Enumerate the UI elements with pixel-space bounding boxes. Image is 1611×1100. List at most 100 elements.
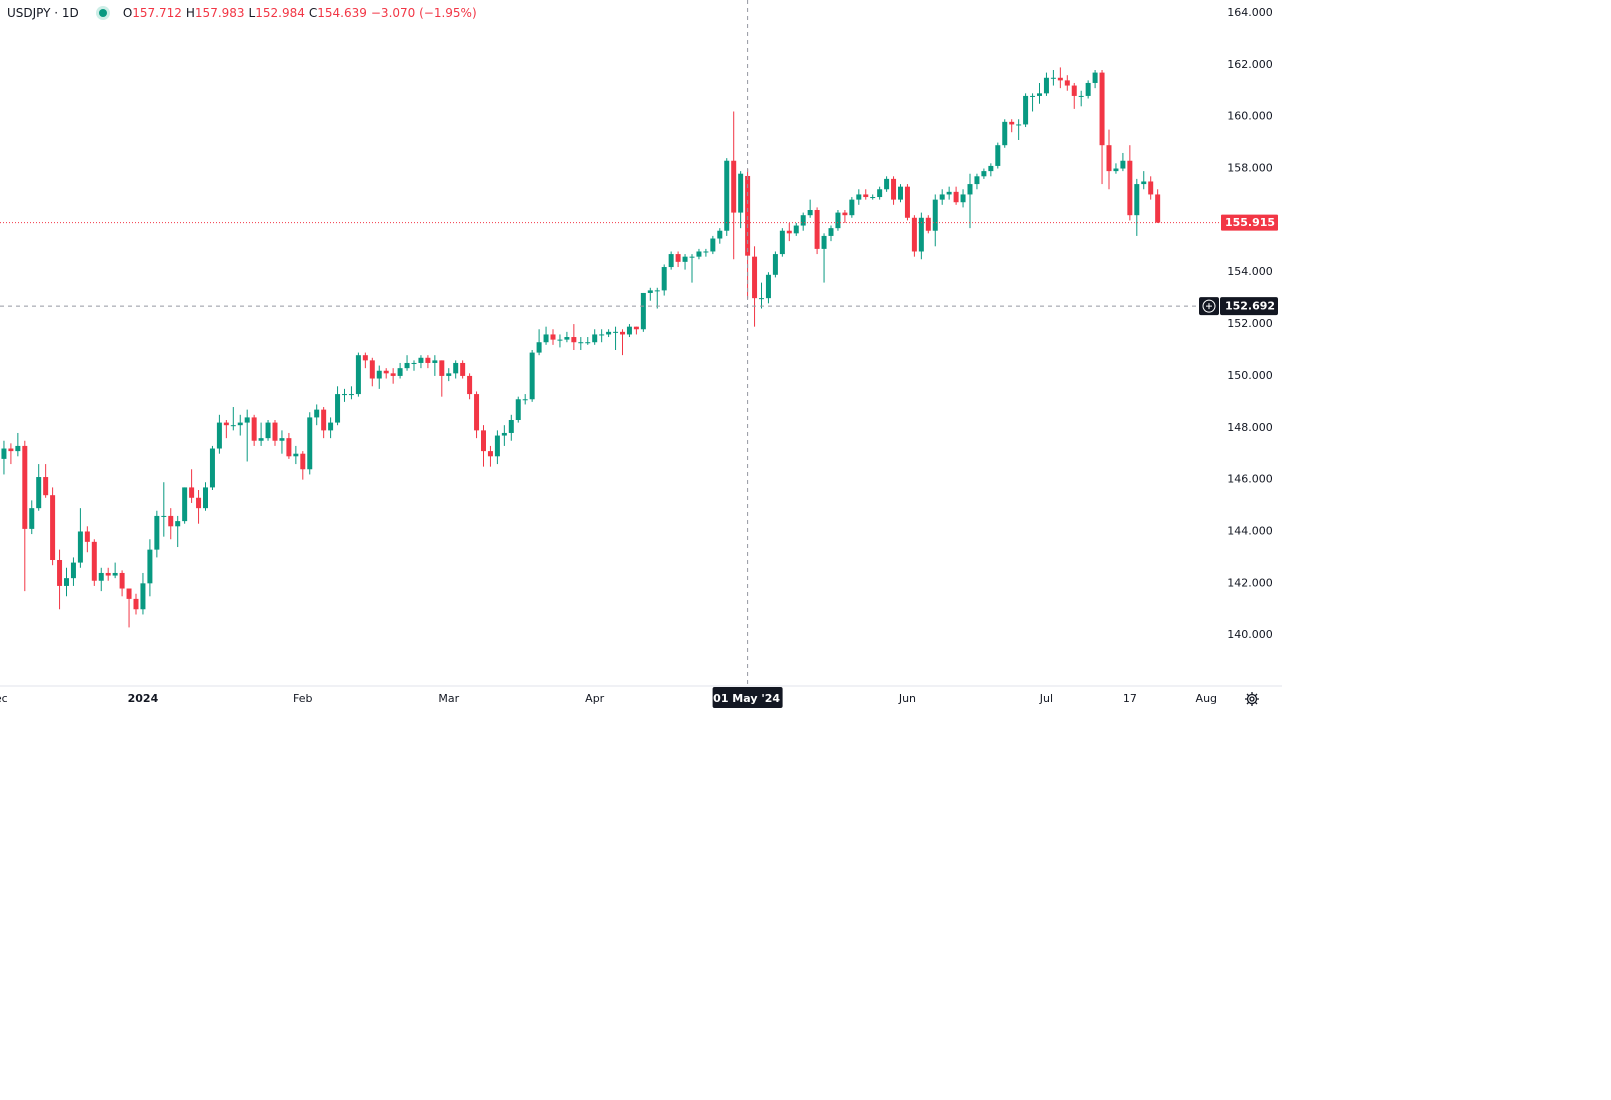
candle-body (585, 342, 591, 344)
candle-body (481, 430, 486, 452)
y-tick-label: 162.000 (1227, 58, 1273, 71)
candle-body (1023, 95, 1029, 125)
candle-body (613, 331, 619, 333)
candle-body (640, 292, 646, 330)
candle-body (599, 334, 605, 336)
candle-body (15, 445, 21, 452)
candle-body (724, 160, 730, 231)
legend: USDJPY · 1D O157.712 H157.983 L152.984 C154.… (7, 6, 481, 20)
candle-body (786, 230, 792, 234)
change: −3.070 (−1.95%) (370, 6, 477, 20)
candle-body (1120, 160, 1126, 169)
candle-body (689, 256, 695, 258)
candle-body (508, 420, 514, 433)
ohlc-key: O (122, 6, 133, 20)
candle-body (244, 417, 250, 423)
candle-body (57, 560, 63, 586)
candle-body (168, 515, 174, 527)
candle-body (1092, 72, 1098, 83)
x-tick-label: Jun (898, 692, 916, 705)
candle-body (863, 194, 869, 198)
candle-body (981, 171, 987, 177)
candle-body (369, 360, 375, 379)
symbol-title[interactable]: USDJPY · 1D (7, 6, 79, 20)
candle-body (703, 251, 709, 253)
candle-body (1064, 80, 1070, 86)
candle-body (251, 417, 257, 441)
candle-body (286, 438, 292, 457)
settings-icon[interactable] (1245, 692, 1259, 706)
candle-body (793, 225, 799, 234)
y-tick-label: 160.000 (1227, 110, 1273, 123)
candle-body (759, 298, 764, 300)
candle-body (911, 217, 917, 252)
candle-body (633, 326, 639, 330)
candle-body (522, 399, 528, 401)
candle-body (620, 331, 625, 335)
candle-body (209, 448, 215, 488)
candle-body (731, 160, 737, 213)
candle-body (119, 572, 125, 589)
y-tick-label: 146.000 (1227, 473, 1273, 486)
add-alert-button[interactable] (1199, 297, 1219, 316)
candle-body (342, 394, 347, 396)
candle-body (307, 417, 313, 470)
candle-body (418, 357, 424, 363)
candle-body (8, 448, 14, 452)
candle-body (1155, 194, 1161, 223)
candle-body (592, 334, 598, 343)
candle-body (904, 186, 910, 218)
candle-body (1002, 121, 1008, 146)
ohlc-value: 157.983 (194, 6, 245, 20)
candle-body (404, 362, 410, 369)
candle-body (1141, 181, 1147, 185)
candle-body (536, 342, 542, 353)
candle-body (321, 409, 327, 431)
x-tick-label: 2024 (128, 692, 159, 705)
candle-body (425, 357, 431, 363)
status-dot (98, 9, 107, 17)
candle-body (355, 355, 361, 395)
candle-body (460, 362, 466, 376)
candle-body (925, 217, 931, 231)
candle-body (710, 238, 716, 252)
candle-body (918, 217, 924, 252)
candle-body (474, 394, 480, 431)
candle-body (849, 199, 855, 216)
candle-body (501, 432, 507, 436)
candle-body (800, 215, 806, 226)
candle-body (814, 210, 820, 249)
candle-body (1030, 95, 1036, 97)
candle-body (453, 362, 459, 374)
candle-body (578, 342, 584, 344)
candle-body (772, 254, 778, 275)
candle-body (661, 267, 667, 291)
ohlc-key: L (248, 6, 256, 20)
candle-body (898, 186, 903, 200)
y-tick-label: 148.000 (1227, 421, 1273, 434)
candle-body (654, 290, 660, 292)
candle-body (564, 337, 570, 340)
candle-body (884, 178, 890, 190)
add-alert-plus (1206, 303, 1212, 310)
candle-body (745, 175, 751, 256)
candle-body (842, 212, 848, 216)
candle-body (515, 399, 521, 420)
crosshair-date-box (712, 687, 783, 708)
candle-body (22, 445, 28, 529)
candle-body (1085, 82, 1091, 96)
y-tick-label: 150.000 (1227, 369, 1273, 382)
candle-body (175, 521, 181, 527)
candle-body (1, 448, 7, 459)
candle-body (300, 453, 306, 470)
candle-body (995, 145, 1001, 166)
x-tick-label: Feb (293, 692, 312, 705)
candle-body (696, 251, 702, 257)
candle-body (939, 194, 945, 200)
add-alert-circle (1202, 299, 1216, 313)
crosshair-price-box (1220, 297, 1278, 316)
candle-body (376, 370, 382, 379)
candle-body (397, 368, 403, 376)
candle-body (77, 531, 83, 563)
